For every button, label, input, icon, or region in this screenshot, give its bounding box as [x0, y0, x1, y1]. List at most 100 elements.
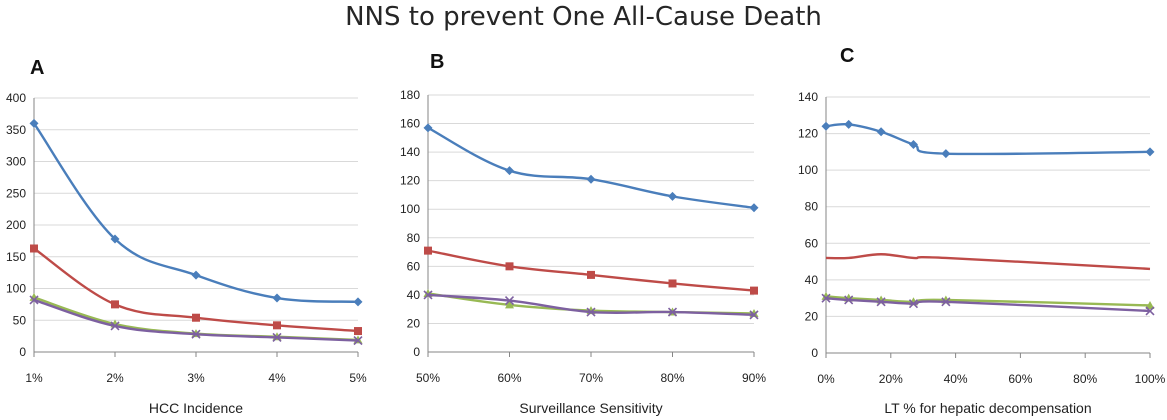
x-tick-label: 70% [579, 371, 603, 385]
x-axis-label: HCC Incidence [149, 400, 243, 416]
data-point-marker [750, 286, 758, 295]
y-tick-label: 160 [400, 117, 420, 131]
data-point-marker [876, 127, 886, 137]
y-tick-label: 60 [805, 236, 819, 250]
x-tick-label: 0% [817, 372, 835, 386]
x-tick-label: 2% [106, 371, 124, 385]
y-tick-label: 40 [805, 273, 819, 287]
x-tick-label: 1% [25, 371, 43, 385]
data-point-marker [1145, 306, 1155, 316]
data-point-marker [749, 203, 759, 213]
data-point-marker [1145, 147, 1155, 157]
data-point-marker [29, 118, 39, 128]
y-tick-label: 50 [13, 313, 27, 327]
series-line-2 [825, 253, 1151, 271]
y-tick-label: 140 [400, 145, 420, 159]
y-tick-label: 150 [6, 250, 26, 264]
data-point-marker [1145, 300, 1155, 309]
data-point-marker [505, 300, 514, 309]
data-point-marker [30, 244, 38, 253]
data-point-marker [586, 307, 596, 317]
data-point-marker [668, 191, 677, 201]
x-tick-label: 3% [187, 371, 205, 385]
y-tick-label: 180 [400, 88, 420, 102]
y-tick-label: 60 [407, 259, 421, 273]
x-tick-label: 80% [660, 371, 684, 385]
data-point-marker [844, 295, 854, 305]
x-tick-label: 40% [944, 372, 968, 386]
y-tick-label: 300 [6, 155, 26, 169]
data-point-marker [941, 149, 951, 159]
x-tick-label: 20% [879, 372, 903, 386]
data-point-marker [587, 270, 595, 279]
chart-title: NNS to prevent One All-Cause Death [345, 2, 822, 32]
series-line-1 [825, 123, 1151, 156]
data-point-marker [749, 310, 759, 320]
data-point-marker [821, 293, 831, 303]
y-tick-label: 40 [407, 288, 421, 302]
y-tick-label: 350 [6, 123, 26, 137]
y-tick-label: 120 [400, 174, 420, 188]
data-point-marker [668, 279, 677, 288]
data-point-marker [876, 297, 886, 307]
y-tick-label: 120 [798, 127, 818, 141]
y-tick-label: 80 [805, 200, 819, 214]
x-tick-label: 60% [1008, 372, 1032, 386]
y-tick-label: 20 [805, 309, 819, 323]
data-point-marker [111, 300, 119, 309]
data-point-marker [272, 293, 282, 303]
x-axis-label: Surveillance Sensitivity [519, 400, 662, 416]
data-point-marker [423, 123, 433, 133]
y-tick-label: 250 [6, 186, 26, 200]
panel-letter: B [430, 51, 444, 73]
x-tick-label: 100% [1135, 372, 1166, 386]
data-point-marker [667, 307, 678, 317]
data-point-marker [110, 234, 120, 244]
y-tick-label: 100 [798, 163, 818, 177]
data-point-marker [192, 313, 200, 322]
y-tick-label: 0 [413, 345, 420, 359]
x-axis-label: LT % for hepatic decompensation [884, 400, 1091, 416]
data-point-marker [29, 292, 39, 301]
x-tick-label: 4% [268, 371, 286, 385]
y-tick-label: 80 [407, 231, 421, 245]
data-point-marker [844, 119, 854, 129]
y-tick-label: 20 [407, 316, 421, 330]
data-point-marker [586, 174, 596, 184]
series-line-2 [427, 249, 755, 292]
panel-b: B 0 20 40 60 80 100 120 140 160 180 50% 60% 70% 80% 90%… [400, 51, 766, 416]
x-tick-label: 80% [1073, 372, 1097, 386]
data-point-marker [505, 262, 514, 271]
data-point-marker [354, 327, 362, 336]
data-point-marker [941, 297, 951, 307]
data-point-marker [110, 321, 120, 331]
data-point-marker [821, 121, 831, 131]
y-tick-label: 0 [811, 346, 818, 360]
data-point-marker [191, 270, 201, 280]
y-tick-label: 100 [6, 282, 26, 296]
y-tick-label: 0 [19, 345, 26, 359]
data-point-marker [353, 297, 363, 307]
data-point-marker [505, 166, 514, 176]
data-point-marker [272, 332, 282, 342]
y-tick-label: 200 [6, 218, 26, 232]
y-tick-label: 140 [798, 90, 818, 104]
data-point-marker [29, 295, 39, 305]
data-point-marker [423, 290, 433, 300]
y-tick-label: 400 [6, 91, 26, 105]
data-point-marker [191, 329, 201, 339]
panel-c: C 0 20 40 60 80 100 120 140 0% 20% 40% 60% 80% 100% LT … [798, 45, 1166, 416]
x-tick-label: 5% [349, 371, 367, 385]
data-point-marker [504, 296, 515, 306]
panel-letter: A [30, 57, 44, 79]
panel-letter: C [840, 45, 854, 67]
panel-a: A 0 50 100 150 200 250 300 350 400 1% 2% 3% 4% 5% HCC I… [6, 57, 367, 416]
x-tick-label: 60% [497, 371, 521, 385]
series-line-1 [427, 126, 755, 209]
data-point-marker [273, 321, 281, 330]
y-tick-label: 100 [400, 202, 420, 216]
x-tick-label: 50% [416, 371, 440, 385]
x-tick-label: 90% [742, 371, 766, 385]
data-point-marker [908, 140, 918, 150]
